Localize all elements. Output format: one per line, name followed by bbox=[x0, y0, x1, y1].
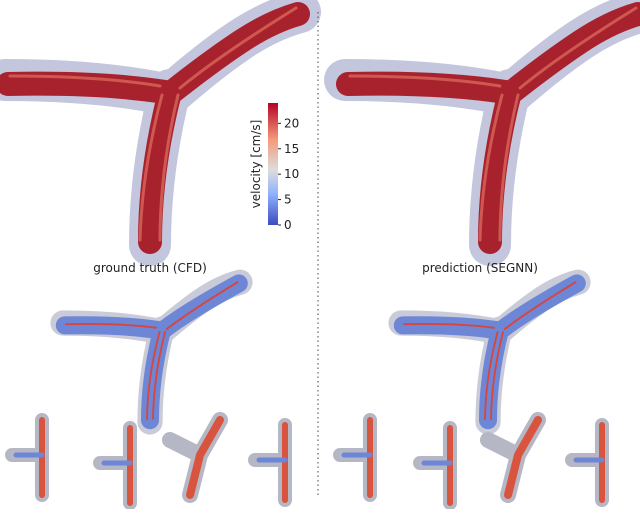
colorbar-label: velocity [cm/s] bbox=[249, 120, 263, 209]
small-render bbox=[255, 425, 285, 500]
streamline-render bbox=[401, 282, 578, 422]
colorbar-tick-label: 5 bbox=[284, 193, 292, 207]
vessel-render bbox=[345, 8, 640, 245]
small-render bbox=[340, 420, 370, 495]
colorbar-tick-label: 15 bbox=[284, 142, 299, 156]
panel-caption: prediction (SEGNN) bbox=[422, 261, 538, 275]
small-render bbox=[170, 420, 220, 495]
colorbar bbox=[268, 103, 278, 225]
small-render bbox=[420, 428, 450, 503]
small-render bbox=[100, 428, 130, 503]
streamline-render bbox=[63, 282, 240, 422]
colorbar-tick-label: 0 bbox=[284, 218, 292, 232]
colorbar-tick-label: 10 bbox=[284, 167, 299, 181]
panel-caption: ground truth (CFD) bbox=[93, 261, 207, 275]
small-render bbox=[572, 425, 602, 500]
colorbar-tick-label: 20 bbox=[284, 116, 299, 130]
small-render bbox=[12, 420, 42, 495]
